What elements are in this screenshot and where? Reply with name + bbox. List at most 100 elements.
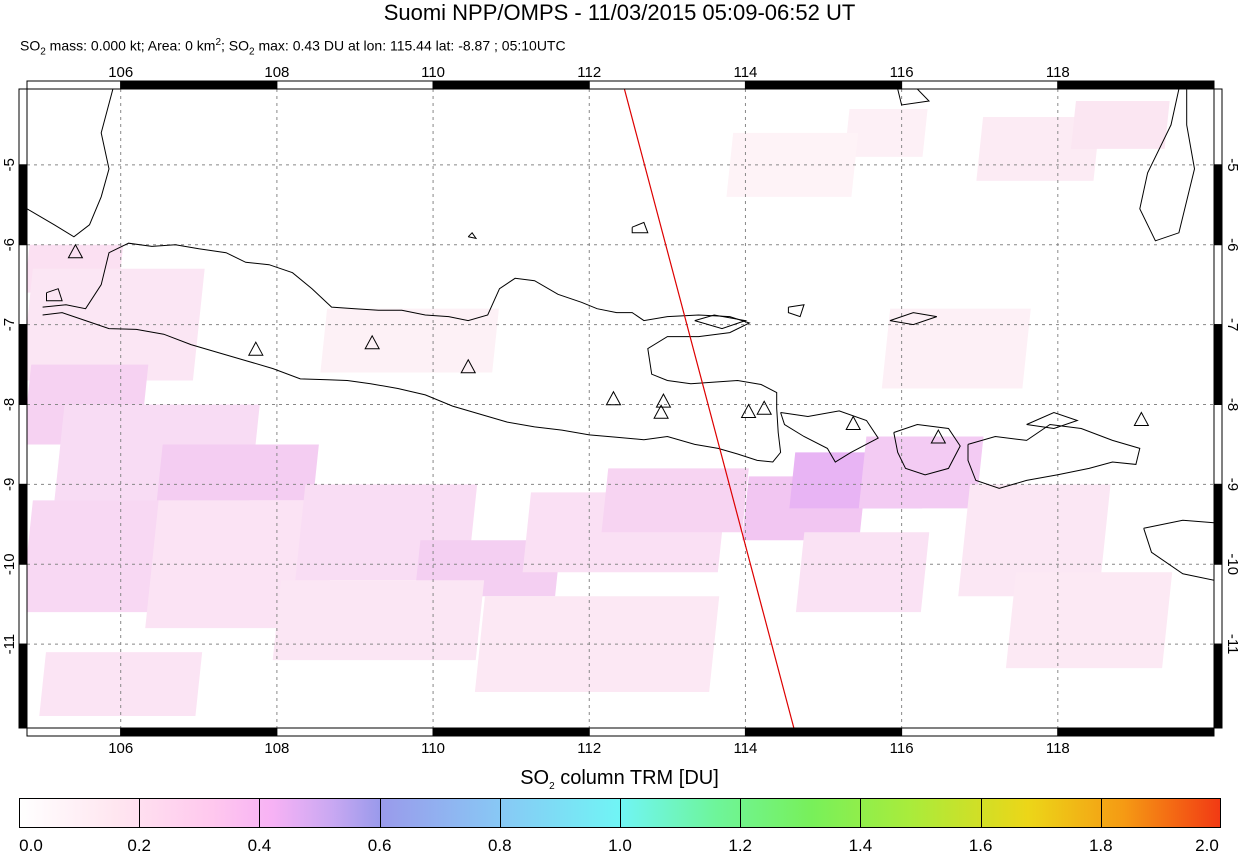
coastline <box>787 304 805 318</box>
lat-tick-label-left: -6 <box>1 238 18 251</box>
colorbar-tick-label: 0.4 <box>247 836 272 855</box>
so2-cell <box>1005 572 1173 669</box>
coastline <box>1143 519 1214 581</box>
orbit-track <box>623 89 795 728</box>
colorbar-tick <box>980 798 982 828</box>
frame-segment-left <box>18 164 28 246</box>
lat-tick-label-left: -11 <box>1 634 18 655</box>
so2-cell <box>858 436 984 509</box>
lon-tick-label-top: 114 <box>733 64 757 81</box>
frame-segment-left <box>18 404 28 485</box>
frame-segment-top <box>120 80 278 90</box>
frame-segment-bottom <box>1057 727 1215 737</box>
colorbar-tick-label: 1.6 <box>968 836 993 855</box>
lon-tick-label-top: 106 <box>108 64 133 81</box>
lat-tick-label-right: -7 <box>1224 318 1239 331</box>
lon-tick-label-bottom: 106 <box>108 740 133 757</box>
frame-segment-right <box>1213 164 1223 246</box>
map-title: Suomi NPP/OMPS - 11/03/2015 05:09-06:52 … <box>383 0 856 25</box>
frame-segment-bottom <box>432 727 590 737</box>
lon-tick-label-top: 110 <box>421 64 445 81</box>
lat-tick-label-left: -9 <box>1 478 18 491</box>
frame-segment-top <box>276 80 434 90</box>
coastline <box>897 89 931 106</box>
lon-tick-label-bottom: 108 <box>264 740 289 757</box>
volcano-icon <box>845 415 862 430</box>
frame-segment-top <box>588 80 746 90</box>
frame-segment-bottom <box>120 727 278 737</box>
colorbar-tick <box>860 798 862 828</box>
lat-tick-label-right: -10 <box>1224 553 1239 575</box>
so2-cell <box>156 444 319 501</box>
lat-tick-label-right: -11 <box>1224 634 1239 655</box>
colorbar-title-part: SO <box>520 767 550 789</box>
frame-segment-bottom <box>26 727 122 737</box>
frame-segment-top <box>744 80 903 90</box>
coastline <box>967 423 1141 489</box>
so2-map: 106 106 108 108 110 110 112 112 114 114 116 116 118 1… <box>1 64 1239 757</box>
so2-summary-superscript: 2 <box>215 37 221 48</box>
so2-summary: SO2 mass: 0.000 kt; Area: 0 km2; SO2 max… <box>20 34 566 61</box>
frame-segment-bottom <box>744 727 903 737</box>
coastline <box>889 312 937 326</box>
frame-segment-right <box>1213 483 1223 565</box>
lon-tick-label-top: 108 <box>264 64 289 81</box>
lat-tick-label-left: -10 <box>1 553 18 575</box>
volcano-icon <box>653 404 669 419</box>
colorbar-title-part: column TRM [DU] <box>554 767 719 789</box>
lat-tick-label-left: -7 <box>1 318 18 331</box>
so2-cell <box>272 580 485 661</box>
volcano-icon <box>247 341 264 356</box>
so2-cell <box>601 468 749 533</box>
lon-tick-label-top: 118 <box>1046 64 1070 81</box>
coastline <box>893 423 961 476</box>
lon-tick-label-bottom: 118 <box>1046 740 1070 757</box>
lat-tick-label-right: -9 <box>1224 478 1239 491</box>
so2-cell <box>795 532 930 613</box>
frame-segment-left <box>18 643 28 729</box>
lon-tick-label-bottom: 112 <box>577 740 601 757</box>
colorbar-tick-label: 0.8 <box>487 836 512 855</box>
volcano-icon <box>655 393 672 408</box>
colorbar-tick-label: 1.4 <box>848 836 873 855</box>
frame-segment-right <box>1213 88 1223 166</box>
frame-segment-top <box>901 80 1059 90</box>
lon-tick-label-top: 116 <box>890 64 914 81</box>
volcano-icon <box>460 358 477 374</box>
coastline <box>42 242 782 463</box>
frame-segment-top <box>1057 80 1215 90</box>
lon-tick-label-bottom: 114 <box>733 740 757 757</box>
frame-segment-right <box>1213 244 1223 326</box>
colorbar-tick-label: 1.2 <box>728 836 753 855</box>
frame-segment-left <box>18 483 28 565</box>
so2-summary-subscript: 2 <box>40 46 46 58</box>
frame-segment-bottom <box>276 727 434 737</box>
volcano-icon <box>364 334 381 350</box>
frame-segment-top <box>26 80 122 90</box>
so2-summary-part: SO <box>20 37 41 54</box>
so2-summary-part: ; SO <box>221 37 250 54</box>
plot-layer <box>27 89 1214 728</box>
lat-tick-label-left: -5 <box>1 158 18 171</box>
colorbar-tick-label: 0.0 <box>19 836 43 855</box>
coastline <box>780 410 879 463</box>
frame-segment-right <box>1213 324 1223 406</box>
frame-segment-left <box>18 324 28 406</box>
coastline <box>467 232 478 240</box>
frame-segment-right <box>1213 404 1223 485</box>
frame-segment-top <box>432 80 590 90</box>
frame-segment-right <box>1213 563 1223 645</box>
volcano-icon <box>756 400 773 415</box>
colorbar-tick <box>379 798 381 828</box>
lat-tick-label-right: -6 <box>1224 238 1239 251</box>
volcano-icon <box>740 403 757 418</box>
coastline <box>1026 411 1079 430</box>
colorbar-tick-label: 0.2 <box>127 836 152 855</box>
frame-segment-bottom <box>901 727 1059 737</box>
colorbar-tick <box>259 798 261 828</box>
so2-cell <box>474 596 720 693</box>
coastline <box>27 89 114 238</box>
coastline <box>631 221 649 234</box>
coastline <box>1139 89 1196 242</box>
lat-tick-label-right: -8 <box>1224 398 1239 411</box>
